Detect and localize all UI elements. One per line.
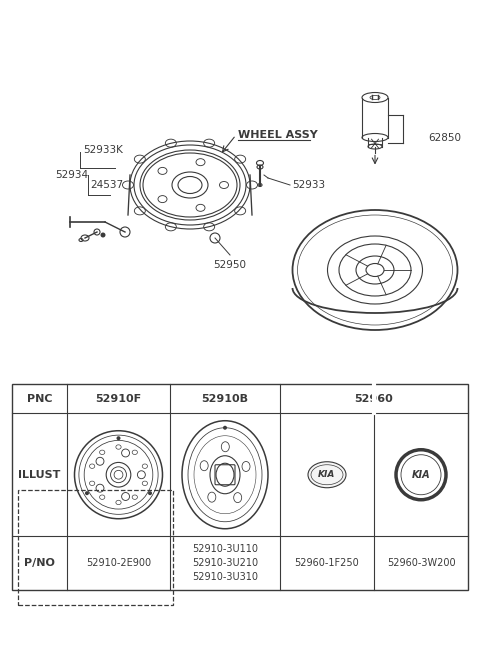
Text: WHEEL ASSY: WHEEL ASSY (238, 130, 318, 140)
Text: 52933: 52933 (292, 180, 325, 190)
Text: 52910-2E900: 52910-2E900 (86, 558, 151, 568)
Ellipse shape (308, 462, 346, 488)
Text: 52910F: 52910F (96, 394, 142, 403)
Text: 52950: 52950 (214, 260, 247, 270)
Circle shape (223, 426, 227, 430)
Text: 52910-3U110
52910-3U210
52910-3U310: 52910-3U110 52910-3U210 52910-3U310 (192, 544, 258, 582)
Circle shape (117, 436, 120, 440)
Circle shape (100, 232, 106, 237)
Text: KIA: KIA (318, 470, 336, 480)
Text: PNC: PNC (27, 394, 52, 403)
Bar (12, 384, 468, 590)
Circle shape (85, 491, 89, 495)
Text: 52960: 52960 (355, 394, 394, 403)
Text: 52933K: 52933K (83, 145, 123, 155)
Text: KIA: KIA (412, 470, 430, 480)
Text: 24537: 24537 (90, 180, 123, 190)
Text: 52960-3W200: 52960-3W200 (387, 558, 456, 568)
Text: ILLUST: ILLUST (18, 470, 60, 480)
Text: 52960-1F250: 52960-1F250 (295, 558, 360, 568)
Text: P/NO: P/NO (24, 558, 55, 568)
Circle shape (148, 491, 152, 495)
Text: 62850: 62850 (428, 133, 461, 143)
Text: 52910B: 52910B (202, 394, 249, 403)
Text: 52934: 52934 (55, 170, 88, 180)
